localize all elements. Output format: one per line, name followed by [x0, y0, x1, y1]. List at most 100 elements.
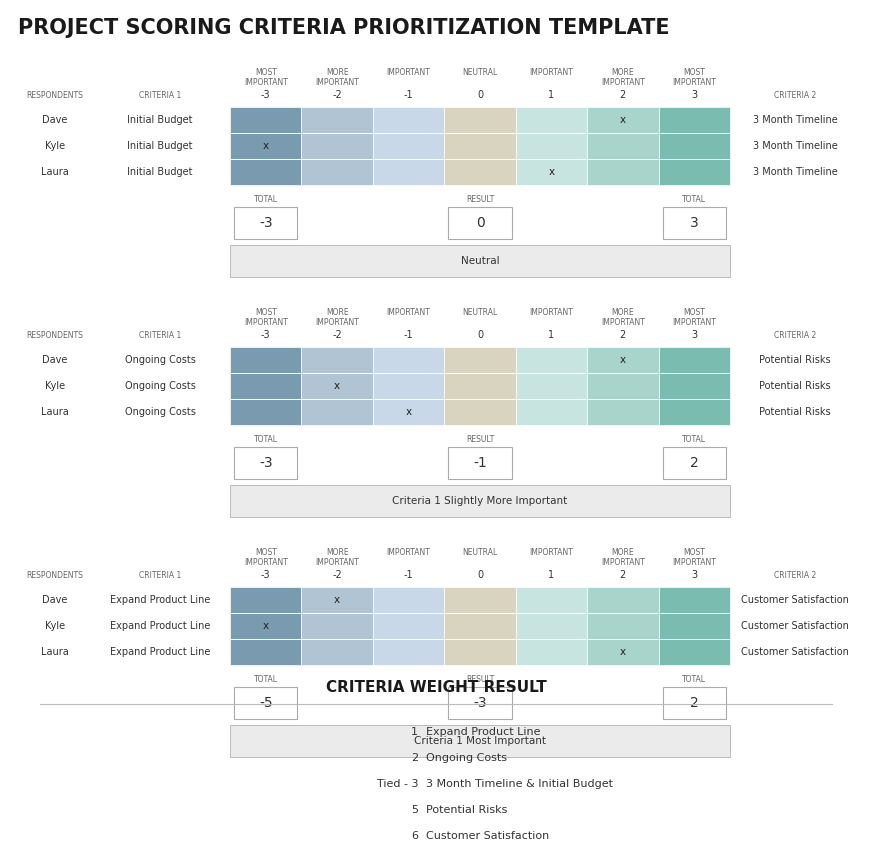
Text: 3 Month Timeline: 3 Month Timeline [753, 167, 837, 177]
Bar [515, 347, 587, 425]
Text: 1: 1 [548, 330, 555, 340]
Bar [230, 347, 302, 425]
Bar [663, 447, 726, 479]
Text: Dave: Dave [43, 595, 68, 605]
Text: IMPORTANT: IMPORTANT [386, 308, 431, 317]
Text: x: x [620, 647, 626, 657]
Text: Laura: Laura [41, 407, 69, 417]
Text: IMPORTANT: IMPORTANT [529, 308, 574, 317]
Bar [658, 587, 730, 665]
Text: Customer Satisfaction: Customer Satisfaction [426, 831, 549, 841]
Text: Customer Satisfaction: Customer Satisfaction [741, 595, 849, 605]
Text: RESPONDENTS: RESPONDENTS [26, 571, 84, 580]
Bar [515, 107, 587, 185]
Bar [230, 107, 302, 185]
Text: TOTAL: TOTAL [682, 194, 706, 204]
Bar [663, 207, 726, 239]
Text: 3: 3 [691, 90, 698, 100]
Text: 5: 5 [411, 805, 418, 815]
Text: NEUTRAL: NEUTRAL [462, 68, 498, 77]
Text: MORE
IMPORTANT: MORE IMPORTANT [601, 308, 644, 328]
Text: MORE
IMPORTANT: MORE IMPORTANT [315, 308, 359, 328]
Text: -1: -1 [404, 90, 413, 100]
Text: Expand Product Line: Expand Product Line [110, 621, 210, 631]
Text: Potential Risks: Potential Risks [426, 805, 508, 815]
Text: x: x [620, 115, 626, 125]
Text: 0: 0 [477, 330, 483, 340]
Text: IMPORTANT: IMPORTANT [529, 68, 574, 77]
Text: Criteria 1 Slightly More Important: Criteria 1 Slightly More Important [392, 496, 568, 506]
Text: x: x [620, 355, 626, 365]
Text: Potential Risks: Potential Risks [760, 381, 831, 391]
Text: Dave: Dave [43, 355, 68, 365]
Text: -2: -2 [332, 570, 342, 580]
Bar [445, 107, 515, 185]
Text: IMPORTANT: IMPORTANT [386, 68, 431, 77]
Text: NEUTRAL: NEUTRAL [462, 548, 498, 557]
Text: CRITERIA 2: CRITERIA 2 [773, 330, 816, 340]
Text: MORE
IMPORTANT: MORE IMPORTANT [601, 68, 644, 87]
Bar [658, 107, 730, 185]
Text: MORE
IMPORTANT: MORE IMPORTANT [315, 68, 359, 87]
Text: 0: 0 [477, 570, 483, 580]
Bar [445, 587, 515, 665]
Bar [445, 347, 515, 425]
Bar [448, 687, 512, 719]
Text: RESPONDENTS: RESPONDENTS [26, 330, 84, 340]
Text: Initial Budget: Initial Budget [127, 141, 193, 151]
Bar [230, 485, 730, 517]
Text: 1: 1 [411, 727, 418, 737]
Text: Laura: Laura [41, 167, 69, 177]
Bar [587, 587, 658, 665]
Text: Initial Budget: Initial Budget [127, 115, 193, 125]
Text: CRITERIA 2: CRITERIA 2 [773, 571, 816, 580]
Text: TOTAL: TOTAL [682, 674, 706, 683]
Text: -3: -3 [473, 696, 487, 710]
Text: Ongoing Costs: Ongoing Costs [125, 355, 195, 365]
Text: -5: -5 [259, 696, 273, 710]
Bar [373, 107, 445, 185]
Bar [587, 107, 658, 185]
Text: x: x [262, 621, 269, 631]
Text: x: x [405, 407, 412, 417]
Bar [663, 687, 726, 719]
Text: 0: 0 [475, 216, 484, 230]
Text: x: x [334, 381, 340, 391]
Text: RESULT: RESULT [466, 674, 494, 683]
Text: Potential Risks: Potential Risks [760, 355, 831, 365]
Text: Tied - 3: Tied - 3 [377, 779, 418, 789]
Text: Customer Satisfaction: Customer Satisfaction [741, 647, 849, 657]
Text: x: x [548, 167, 555, 177]
Text: MOST
IMPORTANT: MOST IMPORTANT [244, 68, 288, 87]
Text: IMPORTANT: IMPORTANT [529, 548, 574, 557]
Text: 2: 2 [690, 456, 698, 470]
Text: RESULT: RESULT [466, 194, 494, 204]
Text: MOST
IMPORTANT: MOST IMPORTANT [672, 548, 716, 567]
Text: Kyle: Kyle [45, 381, 65, 391]
Text: TOTAL: TOTAL [254, 674, 277, 683]
Text: CRITERIA 1: CRITERIA 1 [139, 571, 181, 580]
Text: 2: 2 [690, 696, 698, 710]
Text: Expand Product Line: Expand Product Line [110, 595, 210, 605]
Text: 1: 1 [548, 90, 555, 100]
Text: 3: 3 [691, 570, 698, 580]
Text: Neutral: Neutral [460, 256, 500, 266]
Text: -2: -2 [332, 330, 342, 340]
Text: 3 Month Timeline & Initial Budget: 3 Month Timeline & Initial Budget [426, 779, 613, 789]
Text: Ongoing Costs: Ongoing Costs [426, 753, 507, 763]
Bar [234, 687, 297, 719]
Text: MOST
IMPORTANT: MOST IMPORTANT [672, 68, 716, 87]
Bar [230, 725, 730, 757]
Text: TOTAL: TOTAL [254, 194, 277, 204]
Text: IMPORTANT: IMPORTANT [386, 548, 431, 557]
Text: MOST
IMPORTANT: MOST IMPORTANT [244, 308, 288, 328]
Text: Expand Product Line: Expand Product Line [426, 727, 541, 737]
Bar [234, 207, 297, 239]
Bar [302, 587, 373, 665]
Text: Ongoing Costs: Ongoing Costs [125, 407, 195, 417]
Text: -3: -3 [259, 456, 273, 470]
Text: MOST
IMPORTANT: MOST IMPORTANT [244, 548, 288, 567]
Text: Kyle: Kyle [45, 141, 65, 151]
Text: 2: 2 [620, 90, 626, 100]
Text: MORE
IMPORTANT: MORE IMPORTANT [601, 548, 644, 567]
